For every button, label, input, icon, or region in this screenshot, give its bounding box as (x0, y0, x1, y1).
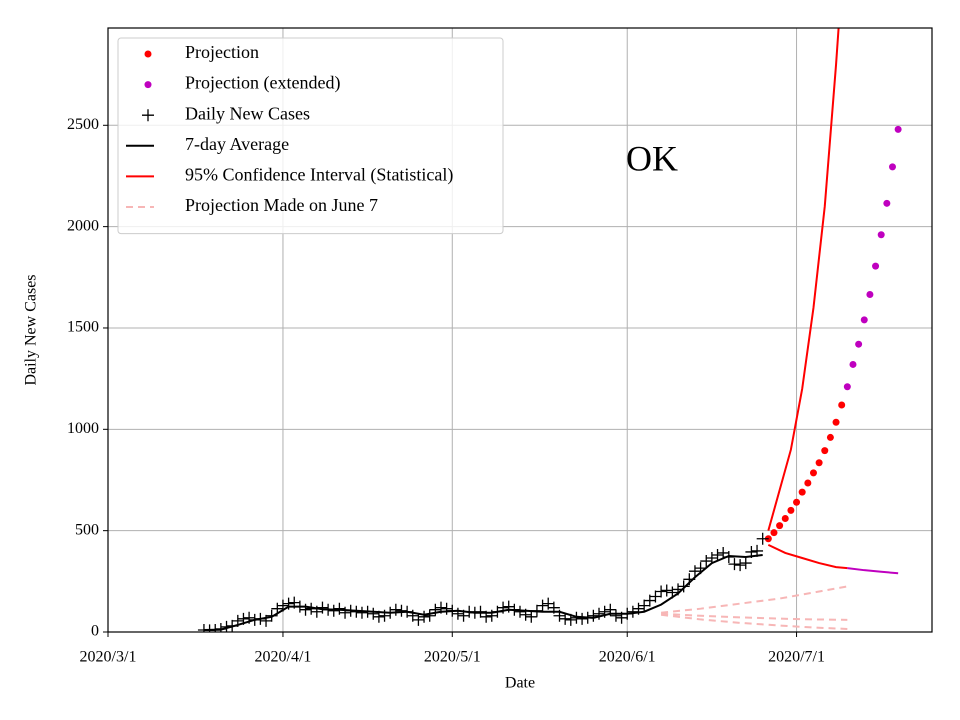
legend-label: Projection (extended) (185, 73, 340, 94)
projection-dot (860, 316, 868, 324)
case-marker (514, 605, 526, 618)
y-tick-label: 500 (75, 521, 99, 538)
projection-dot (815, 459, 823, 467)
projection-dot (832, 418, 840, 426)
case-marker (677, 580, 690, 593)
x-axis-label: Date (505, 675, 535, 692)
legend-marker (144, 81, 152, 89)
case-marker (474, 605, 487, 618)
annotation: OK (626, 138, 678, 178)
projection-dot (866, 291, 874, 299)
projection-dot (838, 401, 846, 409)
case-marker (576, 612, 589, 625)
case-marker (423, 609, 436, 622)
case-marker (734, 559, 747, 572)
projection-dot (770, 529, 778, 537)
case-marker (609, 609, 622, 622)
legend-label: Daily New Cases (185, 103, 310, 123)
projection-dot (781, 514, 789, 522)
case-marker (700, 555, 713, 568)
projection-dot (888, 163, 896, 171)
case-marker (418, 610, 431, 623)
projection-dot (787, 506, 795, 514)
projection-dot (877, 231, 885, 239)
legend-marker (144, 50, 152, 58)
projection-dot (872, 262, 880, 270)
case-marker (688, 565, 701, 578)
legend-box (117, 37, 504, 235)
projection-dot (793, 498, 801, 506)
x-tick-label: 2020/3/1 (80, 649, 137, 666)
line (767, 28, 840, 531)
projection-dot (855, 340, 863, 348)
projection-dot (894, 125, 902, 133)
case-marker (638, 599, 651, 612)
legend-marker (142, 109, 154, 122)
case-marker (451, 607, 464, 620)
projection-dot (821, 447, 829, 455)
case-marker (525, 610, 538, 623)
projection-dot (776, 522, 784, 530)
legend-label: 95% Confidence Interval (Statistical) (185, 165, 453, 186)
case-marker (587, 609, 600, 622)
projection-dot (804, 479, 812, 487)
legend-label: Projection (185, 42, 259, 62)
x-tick-label: 2020/7/1 (768, 649, 825, 666)
case-marker (395, 604, 408, 617)
case-marker (660, 584, 673, 597)
y-tick-label: 0 (91, 623, 99, 640)
plot-frame (107, 27, 933, 633)
projection-dot (883, 199, 891, 207)
case-marker (412, 613, 425, 626)
y-axis-label: Daily New Cases (23, 274, 40, 385)
case-marker (728, 558, 741, 571)
case-marker (739, 557, 752, 570)
x-tick-label: 2020/4/1 (255, 649, 312, 666)
projection-dot (809, 469, 817, 477)
case-marker (367, 607, 380, 620)
line (767, 543, 848, 570)
projection-dot (826, 433, 834, 441)
case-marker (440, 602, 453, 615)
dashed-line (660, 613, 848, 630)
x-tick-label: 2020/5/1 (424, 649, 481, 666)
dashed-line (661, 612, 848, 621)
case-marker (389, 603, 402, 616)
x-tick-label: 2020/6/1 (599, 649, 656, 666)
case-marker (593, 607, 606, 620)
line (203, 553, 763, 631)
case-marker (711, 548, 724, 561)
case-marker (655, 585, 668, 598)
projection-dot (849, 360, 857, 368)
case-marker (536, 599, 549, 612)
case-marker (327, 604, 340, 617)
case-marker (339, 606, 352, 619)
case-marker (649, 590, 662, 603)
y-tick-label: 1500 (67, 319, 99, 336)
y-tick-label: 2500 (67, 116, 99, 133)
case-marker (355, 606, 368, 619)
line (847, 567, 899, 575)
case-marker (756, 532, 769, 545)
projection-dot (843, 383, 851, 391)
legend-label: Projection Made on June 7 (185, 195, 378, 215)
legend-label: 7-day Average (185, 134, 289, 154)
projection-dot (798, 488, 806, 496)
case-marker (299, 603, 312, 616)
case-marker (559, 612, 572, 625)
y-tick-label: 1000 (67, 420, 99, 437)
dashed-line (660, 585, 848, 614)
y-tick-label: 2000 (67, 217, 99, 234)
